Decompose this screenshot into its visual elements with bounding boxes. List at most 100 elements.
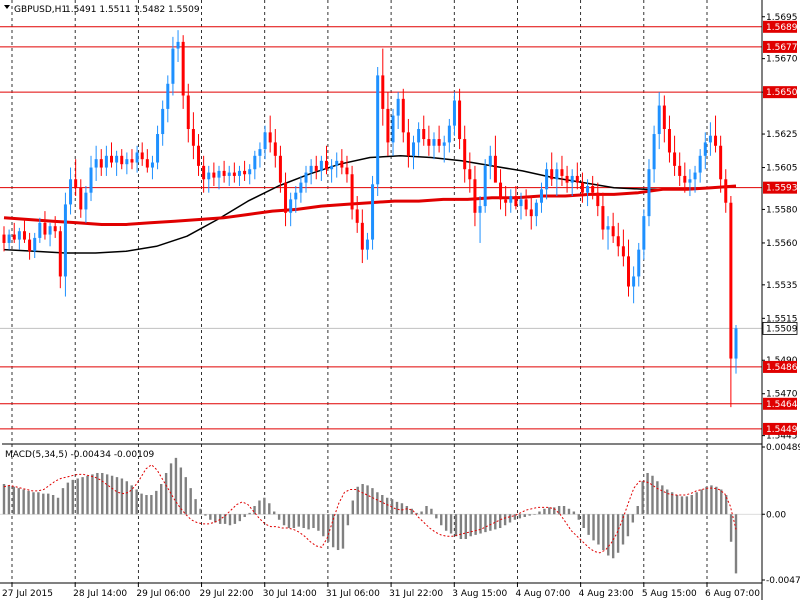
- macd-bar: [27, 490, 30, 515]
- candlesticks: [2, 30, 738, 408]
- candle-body: [217, 170, 221, 178]
- macd-bar: [351, 500, 355, 515]
- candle-body: [673, 152, 677, 166]
- macd-bar: [715, 486, 718, 515]
- level-tag-box: [763, 397, 797, 410]
- price-tick-label: 1.5445: [766, 432, 798, 442]
- candle-body: [575, 175, 579, 183]
- macd-bar: [105, 474, 109, 515]
- macd-bar: [248, 512, 251, 515]
- candle-body: [314, 165, 318, 171]
- candle-body: [616, 236, 620, 247]
- candle-body: [632, 276, 636, 287]
- macd-bar: [602, 514, 605, 551]
- candle-body: [611, 226, 615, 237]
- moving-averages: [3, 155, 737, 254]
- candle-body: [125, 159, 129, 165]
- candle-body: [734, 328, 738, 359]
- macd-bar: [346, 514, 350, 526]
- macd-bar: [616, 514, 620, 553]
- macd-bar: [327, 514, 330, 542]
- macd-bar: [125, 481, 129, 515]
- candle-body: [248, 169, 252, 175]
- price-tick-label: 1.5695: [766, 13, 798, 23]
- macd-bar: [562, 506, 566, 515]
- candle-body: [698, 155, 702, 173]
- candle-body: [714, 135, 718, 146]
- macd-bar: [292, 514, 296, 529]
- macd-bar: [214, 514, 217, 523]
- macd-bar: [307, 514, 310, 530]
- macd-bar: [7, 485, 11, 515]
- macd-bar: [538, 511, 541, 515]
- macd-bar: [366, 485, 369, 515]
- symbol-header: GBPUSD,H1 1.5491 1.5511 1.5482 1.5509: [4, 5, 200, 15]
- macd-bar: [543, 508, 546, 515]
- candle-body: [478, 206, 482, 213]
- macd-bar: [317, 514, 320, 531]
- macd-bar: [71, 479, 74, 515]
- candle-body: [473, 179, 477, 213]
- macd-bar: [32, 492, 35, 515]
- macd-bar: [710, 485, 713, 515]
- macd-bar: [331, 514, 335, 548]
- macd-bar: [661, 485, 664, 515]
- macd-bar: [42, 493, 45, 515]
- candle-body: [104, 155, 108, 168]
- ohlc-readout: 1.5491 1.5511 1.5482 1.5509: [65, 5, 200, 15]
- macd-bar: [651, 475, 654, 515]
- macd-bar: [140, 493, 143, 515]
- macd-bar: [81, 477, 84, 515]
- candle-body: [28, 239, 32, 252]
- candle-body: [524, 199, 528, 210]
- macd-bar: [169, 463, 173, 515]
- macd-bar: [729, 514, 733, 542]
- macd-bar: [263, 497, 266, 515]
- macd-bar: [675, 495, 679, 515]
- macd-bar: [705, 486, 708, 515]
- level-tag-label: 1.5486: [766, 363, 798, 373]
- macd-bar: [479, 514, 482, 534]
- macd-bar: [86, 475, 89, 515]
- macd-bar: [130, 485, 133, 515]
- candle-body: [191, 129, 195, 146]
- candle-body: [330, 165, 334, 170]
- ma-red-line: [3, 184, 737, 226]
- candle-body: [340, 160, 344, 168]
- macd-bar: [91, 474, 94, 515]
- time-axis: 27 Jul 2015 28 Jul 14:00 29 Jul 06:00 29 Ju…: [2, 583, 760, 599]
- ma-black-line: [3, 155, 737, 254]
- candle-body: [432, 139, 436, 146]
- candle-body: [33, 237, 37, 252]
- macd-bar: [277, 514, 281, 520]
- candle-body: [63, 204, 67, 277]
- price-tick-label: 1.5470: [766, 390, 798, 400]
- candle-body: [570, 175, 574, 183]
- macd-bar: [287, 514, 291, 529]
- candle-body: [58, 231, 62, 277]
- candle-body: [422, 129, 426, 140]
- time-tick-label: 31 Jul 22:00: [389, 589, 443, 599]
- candle-body: [7, 234, 11, 243]
- candle-body: [514, 196, 518, 207]
- candle-body: [309, 165, 313, 173]
- level-tag: 1.5593: [763, 181, 798, 194]
- macd-indicator: [0, 457, 762, 574]
- level-tag-box: [763, 20, 797, 33]
- macd-bar: [513, 514, 517, 520]
- horizontal-levels: [0, 26, 762, 430]
- candle-body: [371, 184, 375, 240]
- candle-body: [662, 105, 666, 130]
- candle-body: [529, 209, 533, 217]
- macd-bar: [444, 514, 448, 531]
- macd-bar: [302, 514, 305, 529]
- candle-body: [202, 165, 206, 180]
- dropdown-triangle-icon[interactable]: [4, 5, 10, 9]
- macd-bar: [553, 507, 556, 515]
- level-tag: 1.5449: [763, 422, 798, 435]
- macd-bar: [189, 488, 192, 515]
- macd-bar: [523, 514, 526, 518]
- candle-body: [48, 226, 52, 235]
